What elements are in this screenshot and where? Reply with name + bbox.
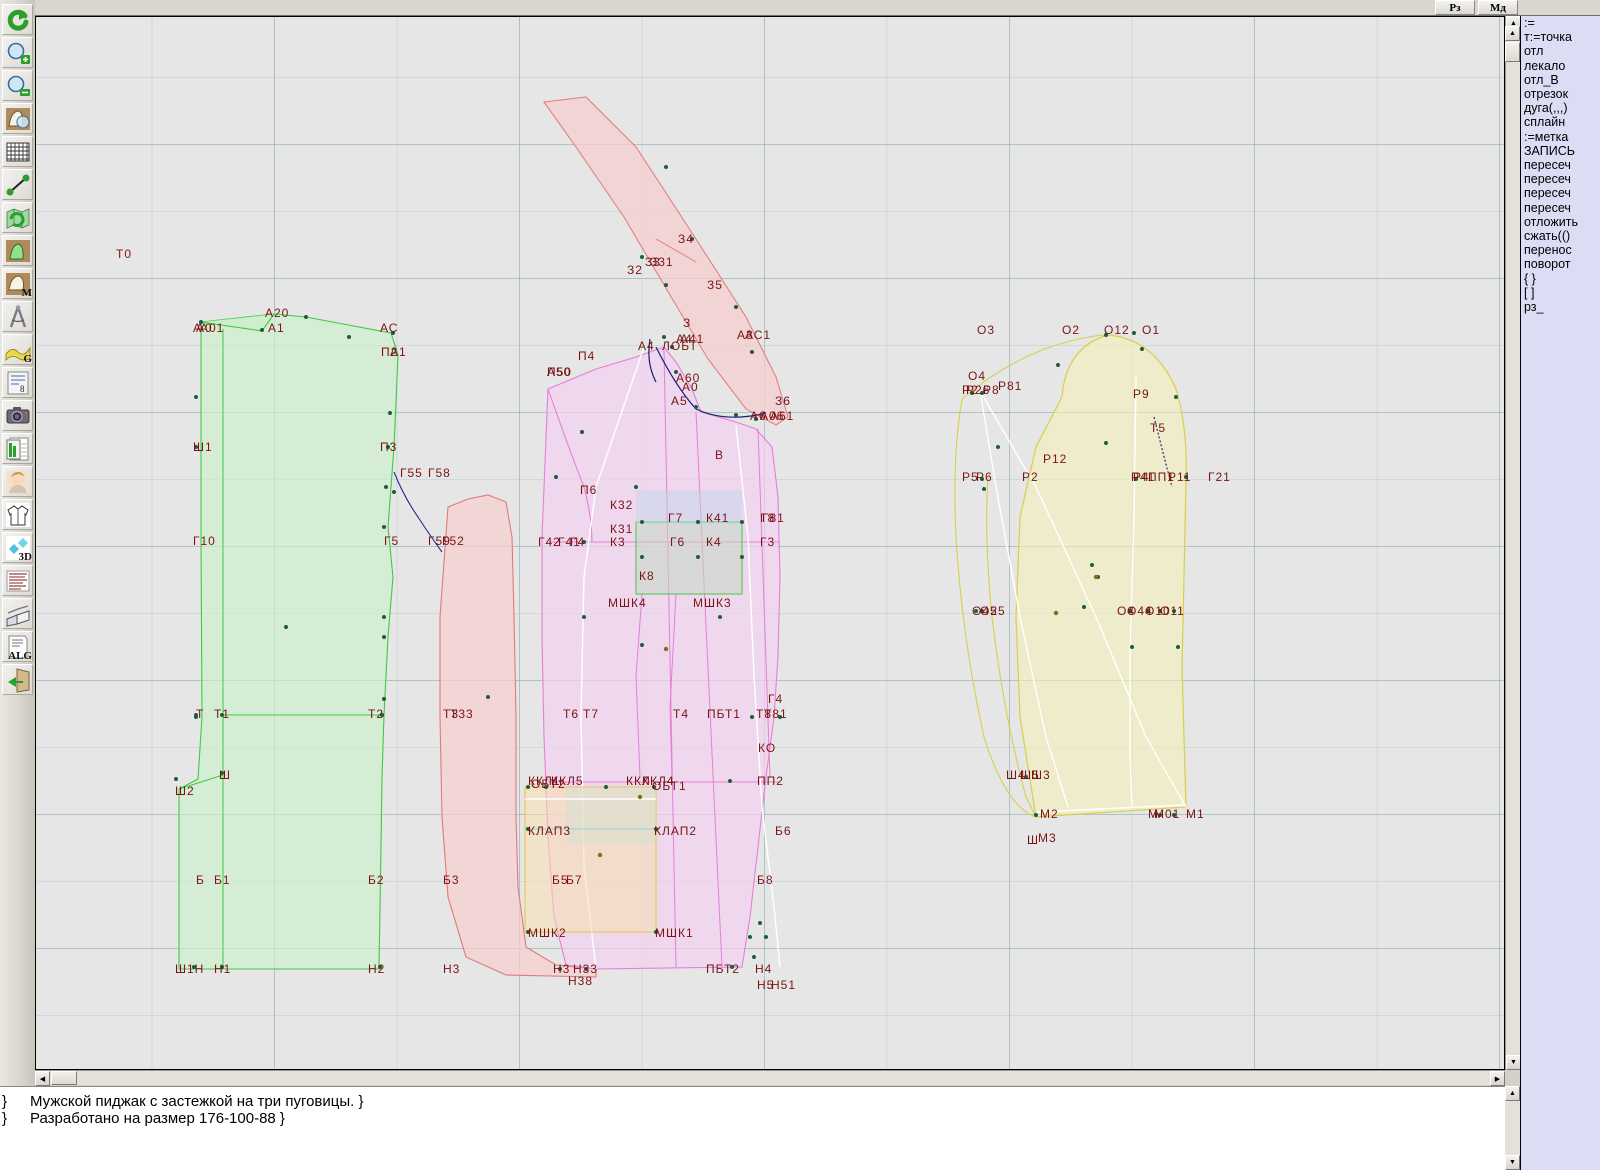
command-item[interactable]: лекало: [1524, 58, 1566, 73]
garment-icon[interactable]: [2, 499, 33, 530]
svg-text:8: 8: [20, 384, 25, 394]
pocket-box: [635, 521, 743, 595]
top-bar: Рз Мд: [35, 0, 1600, 16]
measure-line-icon[interactable]: [2, 169, 33, 200]
red-side-panel: [439, 494, 597, 978]
status-area-scrollbar[interactable]: ▲ ▼: [1505, 1086, 1520, 1170]
command-panel[interactable]: := т:=точка отл лекало отл_В отрезок дуга(,,,)…: [1520, 16, 1600, 1170]
command-item[interactable]: пересеч: [1524, 172, 1571, 187]
command-item[interactable]: { }: [1524, 271, 1536, 286]
zoom-out-icon[interactable]: [2, 70, 33, 101]
command-item[interactable]: отл: [1524, 44, 1544, 59]
scroll-left-button[interactable]: ◀: [35, 1071, 50, 1086]
tool-label: M: [21, 287, 32, 299]
scroll-right-button[interactable]: ▶: [1490, 1071, 1505, 1086]
cmd-scroll-thumb[interactable]: [1505, 42, 1520, 62]
pocket-flap-box: [524, 786, 657, 933]
cmd-scroll-up-button[interactable]: ▲: [1505, 26, 1520, 41]
command-panel-scrollbar[interactable]: ▲: [1505, 16, 1520, 76]
status-message-lines: } Мужской пиджак с застежкой на три пуго…: [0, 1087, 1520, 1127]
spreadsheet-icon[interactable]: [2, 433, 33, 464]
status-message-text: Разработано на размер 176-100-88 }: [30, 1110, 285, 1127]
yellow-sleeve-piece: [1015, 334, 1187, 818]
drawing-canvas[interactable]: Т0 А20 А А0 А01 А1 АС П2 А1 Ш1 П3 Г55 Г58 Г10 Г5 Г59 Г52…: [35, 16, 1505, 1070]
command-item[interactable]: отл_В: [1524, 72, 1559, 87]
pattern-copy-icon[interactable]: [2, 103, 33, 134]
command-item[interactable]: ЗАПИСЬ: [1524, 143, 1575, 158]
command-item[interactable]: пересеч: [1524, 186, 1571, 201]
command-item[interactable]: отрезок: [1524, 87, 1569, 102]
left-toolbar: M G 8 3D: [0, 0, 35, 1170]
three-d-icon[interactable]: 3D: [2, 532, 33, 563]
command-item[interactable]: :=метка: [1524, 129, 1569, 144]
exit-icon[interactable]: [2, 664, 33, 695]
canvas-vertical-scrollbar[interactable]: ▲ ▼: [1505, 16, 1521, 1070]
zoom-in-icon[interactable]: [2, 37, 33, 68]
command-item[interactable]: пересеч: [1524, 158, 1571, 173]
command-item[interactable]: поворот: [1524, 257, 1571, 272]
tool-label: G: [23, 353, 32, 365]
status-message-line: } Разработано на размер 176-100-88 }: [0, 1110, 1520, 1127]
command-item[interactable]: т:=точка: [1524, 30, 1572, 45]
command-item[interactable]: сжать((): [1524, 229, 1571, 244]
command-item[interactable]: :=: [1524, 16, 1535, 30]
command-list[interactable]: := т:=точка отл лекало отл_В отрезок дуга(,,,)…: [1523, 16, 1600, 314]
command-item[interactable]: отложить: [1524, 214, 1578, 229]
command-item[interactable]: перенос: [1524, 243, 1572, 258]
command-item[interactable]: сплайн: [1524, 115, 1566, 130]
command-item[interactable]: дуга(,,,): [1524, 101, 1568, 116]
text-list-icon[interactable]: [2, 565, 33, 596]
algorithm-icon[interactable]: ALG: [2, 631, 33, 662]
pattern-m-icon[interactable]: M: [2, 268, 33, 299]
pattern-green-icon[interactable]: [2, 235, 33, 266]
refresh-icon[interactable]: [2, 4, 33, 35]
grid-icon[interactable]: [2, 136, 33, 167]
red-upper-sleeve-piece: [543, 96, 789, 426]
canvas-horizontal-scrollbar[interactable]: ◀ ▶: [35, 1070, 1505, 1086]
status-message-prefix: }: [2, 1110, 8, 1127]
scroll-down-button[interactable]: ▼: [1506, 1055, 1521, 1070]
status-message-prefix: }: [2, 1093, 8, 1110]
tool-label: 3D: [18, 551, 32, 563]
pattern-drawing: [174, 96, 1188, 978]
camera-icon[interactable]: [2, 400, 33, 431]
status-scroll-up-button[interactable]: ▲: [1505, 1086, 1520, 1101]
paper-ruler-icon[interactable]: 8: [2, 367, 33, 398]
command-item[interactable]: рз_: [1524, 300, 1544, 315]
map-refresh-icon[interactable]: [2, 202, 33, 233]
model-photo-icon[interactable]: [2, 466, 33, 497]
command-item[interactable]: пересеч: [1524, 200, 1571, 215]
books-icon[interactable]: [2, 598, 33, 629]
command-item[interactable]: [ ]: [1524, 285, 1535, 300]
compass-icon[interactable]: [2, 301, 33, 332]
status-message-area: } Мужской пиджак с застежкой на три пуго…: [0, 1086, 1520, 1170]
status-message-line: } Мужской пиджак с застежкой на три пуго…: [0, 1093, 1520, 1110]
scroll-thumb-horizontal[interactable]: [51, 1071, 77, 1085]
size-button[interactable]: Рз: [1435, 0, 1475, 15]
model-button[interactable]: Мд: [1478, 0, 1518, 15]
green-back-piece: [178, 313, 399, 970]
status-scroll-down-button[interactable]: ▼: [1505, 1155, 1520, 1170]
tape-measure-g-icon[interactable]: G: [2, 334, 33, 365]
tool-label: ALG: [8, 650, 32, 662]
status-message-text: Мужской пиджак с застежкой на три пугови…: [30, 1093, 364, 1110]
